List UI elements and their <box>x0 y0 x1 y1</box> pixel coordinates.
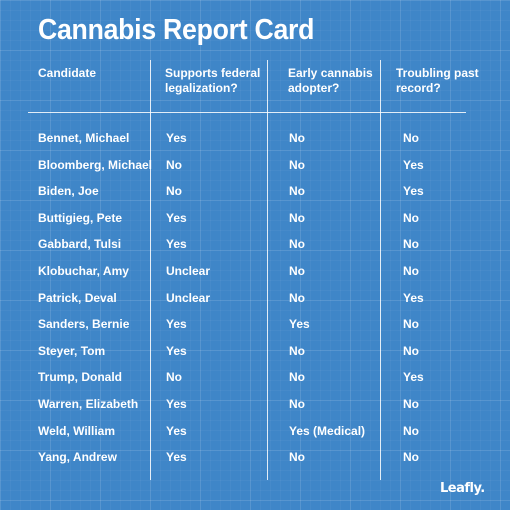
early-cannabis-adopter-cell: Yes (Medical) <box>289 423 366 438</box>
supports-federal-legalization-cell: Yes <box>166 423 187 438</box>
early-cannabis-adopter-cell: No <box>289 343 305 358</box>
early-cannabis-adopter-cell: Yes <box>289 317 310 332</box>
troubling-past-record-cell: No <box>403 397 419 411</box>
header-candidate: Candidate <box>38 66 97 80</box>
early-cannabis-adopter-cell: No <box>289 370 305 385</box>
early-cannabis-adopter-cell: No <box>289 397 305 411</box>
troubling-past-record-cell: Yes <box>403 184 424 199</box>
header-supports-federal-legalization: Supports federal legalization? <box>165 66 261 95</box>
candidate-name-cell: Biden, Joe <box>38 184 99 199</box>
candidate-name-cell: Weld, William <box>38 423 116 438</box>
page-title: Cannabis Report Card <box>38 14 315 46</box>
candidate-name-cell: Warren, Elizabeth <box>38 397 139 411</box>
supports-federal-legalization-cell: Yes <box>166 237 187 252</box>
candidate-name-cell: Trump, Donald <box>38 370 122 385</box>
header-early-cannabis-adopter: Early cannabis adopter? <box>288 66 373 95</box>
header-troubling-past-record: Troubling past record? <box>396 66 479 95</box>
early-cannabis-adopter-cell: No <box>289 131 305 145</box>
supports-federal-legalization-cell: No <box>166 184 182 199</box>
column-divider-2 <box>267 60 268 480</box>
early-cannabis-adopter-cell: No <box>289 264 305 278</box>
early-cannabis-adopter-cell: No <box>289 157 305 172</box>
early-cannabis-adopter-cell: No <box>289 290 305 305</box>
candidate-name-cell: Gabbard, Tulsi <box>38 237 122 252</box>
supports-federal-legalization-cell: Yes <box>166 317 187 332</box>
troubling-past-record-cell: No <box>403 317 419 332</box>
early-cannabis-adopter-cell: No <box>289 210 305 225</box>
troubling-past-record-cell: No <box>403 210 419 225</box>
early-cannabis-adopter-cell: No <box>289 184 305 199</box>
troubling-past-record-cell: No <box>403 264 419 278</box>
troubling-past-record-cell: No <box>403 343 419 358</box>
candidate-name-cell: Sanders, Bernie <box>38 317 130 332</box>
supports-federal-legalization-cell: Yes <box>166 131 187 145</box>
troubling-past-record-cell: Yes <box>403 290 424 305</box>
supports-federal-legalization-cell: No <box>166 157 182 172</box>
supports-federal-legalization-cell: Unclear <box>166 264 211 278</box>
leafly-logo: Leafly. <box>440 481 485 496</box>
candidate-name-cell: Bloomberg, Michael <box>38 157 153 172</box>
troubling-past-record-cell: No <box>403 450 419 465</box>
troubling-past-record-cell: No <box>403 423 419 438</box>
troubling-past-record-cell: No <box>403 237 419 252</box>
candidate-name-cell: Bennet, Michael <box>38 131 130 145</box>
supports-federal-legalization-cell: Unclear <box>166 290 211 305</box>
troubling-past-record-cell: No <box>403 131 419 145</box>
supports-federal-legalization-cell: Yes <box>166 397 187 411</box>
supports-federal-legalization-cell: Yes <box>166 343 187 358</box>
early-cannabis-adopter-cell: No <box>289 450 305 465</box>
candidate-name-cell: Steyer, Tom <box>38 343 106 358</box>
early-cannabis-adopter-cell: No <box>289 237 305 252</box>
supports-federal-legalization-cell: Yes <box>166 450 187 465</box>
column-divider-1 <box>150 60 151 480</box>
candidate-name-cell: Buttigieg, Pete <box>38 210 123 225</box>
candidate-name-cell: Klobuchar, Amy <box>38 264 129 278</box>
header-divider <box>28 112 466 113</box>
supports-federal-legalization-cell: Yes <box>166 210 187 225</box>
candidate-name-cell: Patrick, Deval <box>38 290 117 305</box>
troubling-past-record-cell: Yes <box>403 157 424 172</box>
candidate-name-cell: Yang, Andrew <box>38 450 117 465</box>
column-divider-3 <box>380 60 381 480</box>
troubling-past-record-cell: Yes <box>403 370 424 385</box>
supports-federal-legalization-cell: No <box>166 370 182 385</box>
